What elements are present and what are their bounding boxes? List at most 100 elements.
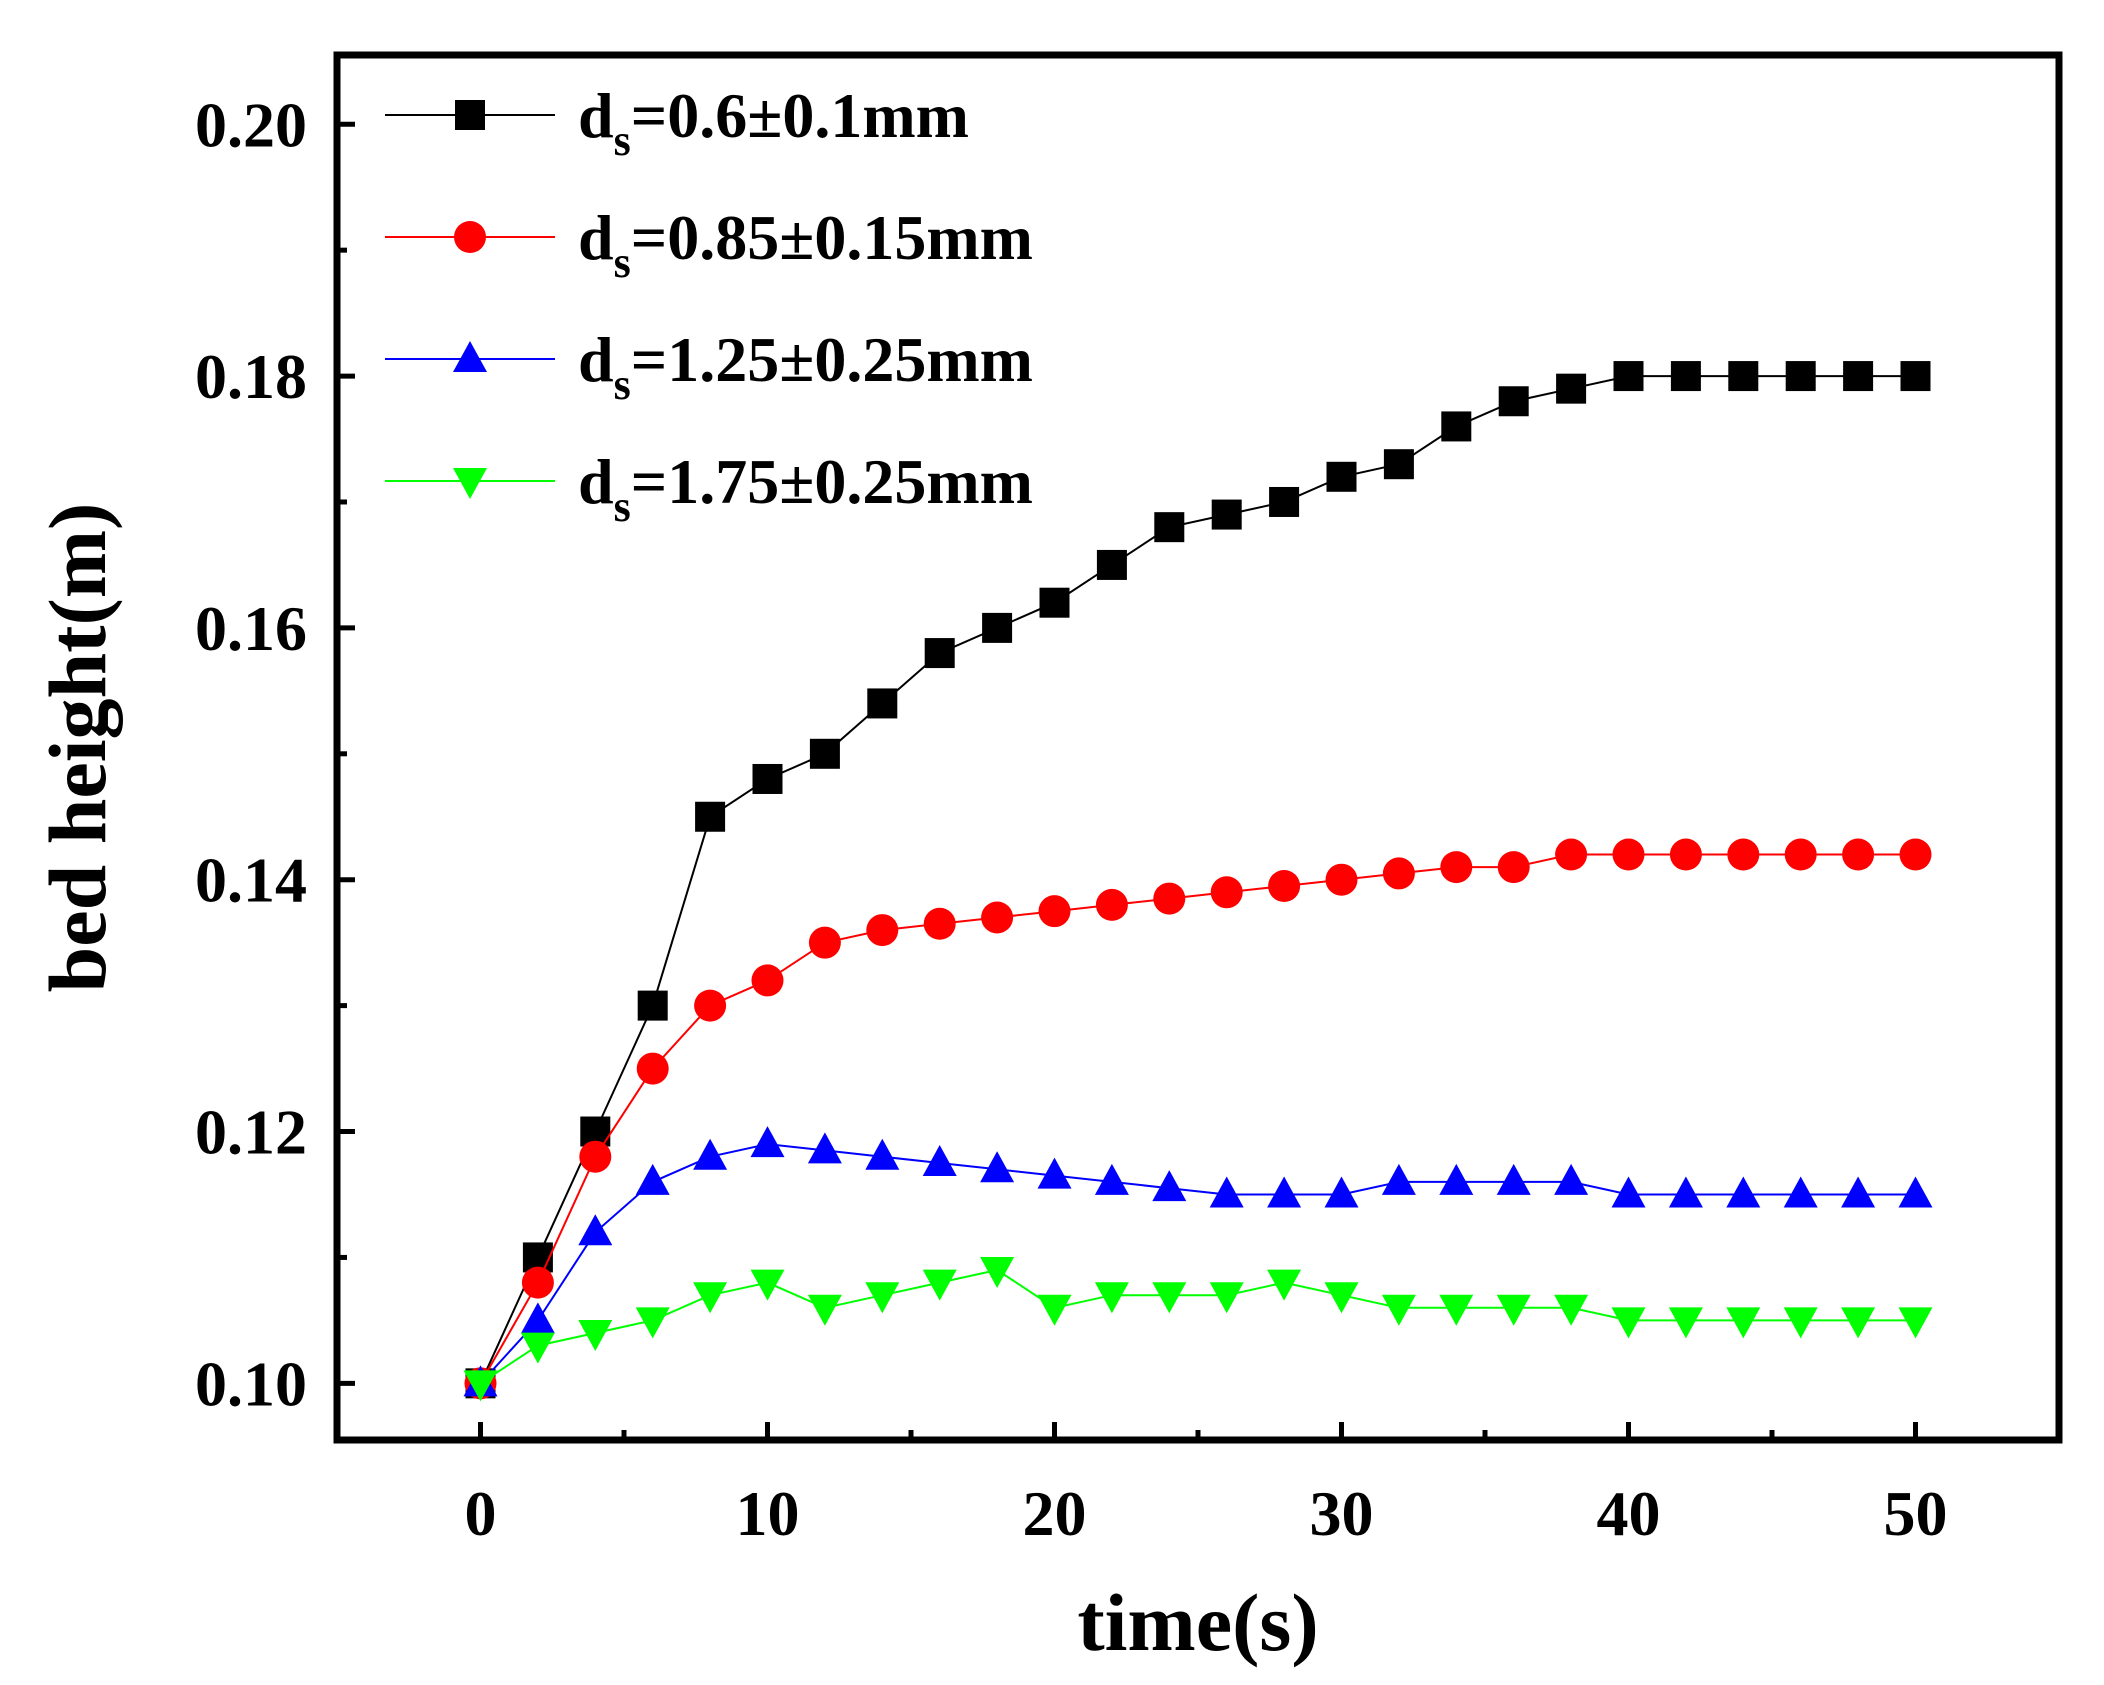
data-point-circle <box>751 964 784 997</box>
data-point-square <box>1441 411 1472 442</box>
x-tick-label: 0 <box>465 1478 497 1549</box>
data-point-circle <box>981 901 1014 934</box>
data-point-triangle-up <box>1496 1163 1531 1195</box>
y-tick-label: 0.18 <box>195 341 307 412</box>
data-point-square <box>924 638 955 669</box>
data-point-circle <box>1842 838 1875 871</box>
y-tick-label: 0.20 <box>195 89 307 160</box>
data-point-square <box>867 688 898 719</box>
data-point-triangle-down <box>1094 1282 1129 1314</box>
data-point-triangle-up <box>922 1145 957 1176</box>
legend-label: ds=1.25±0.25mm <box>578 324 1033 409</box>
data-point-circle <box>923 907 956 940</box>
x-tick-label: 50 <box>1884 1478 1948 1549</box>
legend-item-3: ds=1.25±0.25mm <box>385 324 1033 409</box>
legend-label: ds=0.6±0.1mm <box>578 80 969 165</box>
data-point-triangle-down <box>980 1257 1015 1289</box>
legend: ds=0.6±0.1mm ds=0.85±0.15mm ds=1.25±0.25mm… <box>385 80 1033 531</box>
data-point-triangle-up <box>1439 1163 1474 1195</box>
data-point-circle <box>1440 851 1473 884</box>
data-point-square <box>809 738 840 769</box>
data-point-square <box>1728 361 1759 392</box>
data-point-circle <box>1382 857 1415 890</box>
data-point-square <box>1900 361 1931 392</box>
data-point-triangle-down <box>750 1269 785 1301</box>
data-point-triangle-up <box>1324 1176 1359 1208</box>
data-point-triangle-down <box>865 1282 900 1314</box>
data-point-triangle-down <box>1496 1294 1531 1326</box>
data-point-triangle-down <box>1381 1294 1416 1326</box>
data-point-square <box>1785 361 1816 392</box>
data-point-circle <box>1612 838 1645 871</box>
data-point-square <box>982 612 1013 643</box>
data-point-triangle-down <box>1841 1307 1876 1339</box>
data-point-circle <box>1899 838 1932 871</box>
data-point-circle <box>636 1052 669 1085</box>
y-axis-title: bed height(m) <box>32 503 123 993</box>
data-point-triangle-down <box>520 1332 555 1364</box>
data-point-circle <box>1497 851 1530 884</box>
legend-label: ds=0.85±0.15mm <box>578 202 1033 287</box>
data-point-circle <box>1325 863 1358 896</box>
legend-label: ds=1.75±0.25mm <box>578 446 1033 531</box>
data-point-circle <box>1669 838 1702 871</box>
x-tick-label: 30 <box>1310 1478 1374 1549</box>
data-point-triangle-up <box>453 341 487 372</box>
data-point-square <box>1613 361 1644 392</box>
axes: 0 10 20 30 40 50 0.10 0.12 0.14 0.16 0.18 0.20 <box>195 51 2063 1549</box>
data-point-circle <box>808 926 841 959</box>
data-point-square <box>1039 587 1070 618</box>
legend-item-4: ds=1.75±0.25mm <box>385 446 1033 531</box>
data-point-triangle-down <box>1439 1294 1474 1326</box>
data-point-triangle-down <box>1611 1307 1646 1339</box>
series-3 <box>463 1126 1933 1397</box>
data-point-circle <box>1784 838 1817 871</box>
data-point-circle <box>1095 888 1128 921</box>
x-tick-label: 10 <box>736 1478 800 1549</box>
x-axis-title: time(s) <box>1077 1577 1318 1668</box>
data-point-square <box>1269 486 1300 517</box>
data-point-triangle-up <box>1783 1176 1818 1208</box>
data-point-square <box>695 801 726 832</box>
data-point-triangle-up <box>1094 1163 1129 1195</box>
data-point-triangle-down <box>1324 1282 1359 1314</box>
data-point-triangle-up <box>980 1151 1015 1183</box>
data-point-triangle-up <box>520 1302 555 1334</box>
data-point-triangle-down <box>1037 1294 1072 1326</box>
data-point-triangle-down <box>1209 1282 1244 1314</box>
data-point-triangle-up <box>750 1126 785 1158</box>
y-tick-label: 0.10 <box>195 1348 307 1419</box>
data-point-square <box>1154 512 1185 543</box>
data-point-square <box>1843 361 1874 392</box>
data-point-triangle-down <box>693 1282 728 1314</box>
data-point-triangle-down <box>1726 1307 1761 1339</box>
data-point-circle <box>521 1266 554 1299</box>
data-point-triangle-up <box>1267 1176 1302 1208</box>
data-point-square <box>637 990 668 1021</box>
data-point-square <box>1326 461 1357 492</box>
series-1 <box>465 361 1931 1399</box>
x-tick-label: 20 <box>1023 1478 1087 1549</box>
data-point-triangle-up <box>1841 1176 1876 1208</box>
data-point-triangle-down <box>922 1269 957 1301</box>
data-series <box>463 361 1933 1402</box>
data-point-circle <box>866 914 899 947</box>
y-tick-label: 0.14 <box>195 845 307 916</box>
data-point-triangle-down <box>1898 1307 1933 1339</box>
data-point-square <box>1556 373 1587 404</box>
data-point-square <box>752 763 783 794</box>
data-point-triangle-down <box>578 1319 613 1351</box>
data-point-triangle-up <box>1554 1163 1589 1195</box>
data-point-circle <box>454 221 486 253</box>
data-point-triangle-down <box>1152 1282 1187 1314</box>
data-point-triangle-down <box>1267 1269 1302 1301</box>
data-point-triangle-up <box>1726 1176 1761 1208</box>
y-tick-label: 0.16 <box>195 593 307 664</box>
data-point-triangle-down <box>1554 1294 1589 1326</box>
data-point-circle <box>1727 838 1760 871</box>
data-point-circle <box>694 989 727 1022</box>
data-point-square <box>1498 386 1529 417</box>
data-point-triangle-up <box>635 1163 670 1195</box>
data-point-circle <box>579 1140 612 1173</box>
